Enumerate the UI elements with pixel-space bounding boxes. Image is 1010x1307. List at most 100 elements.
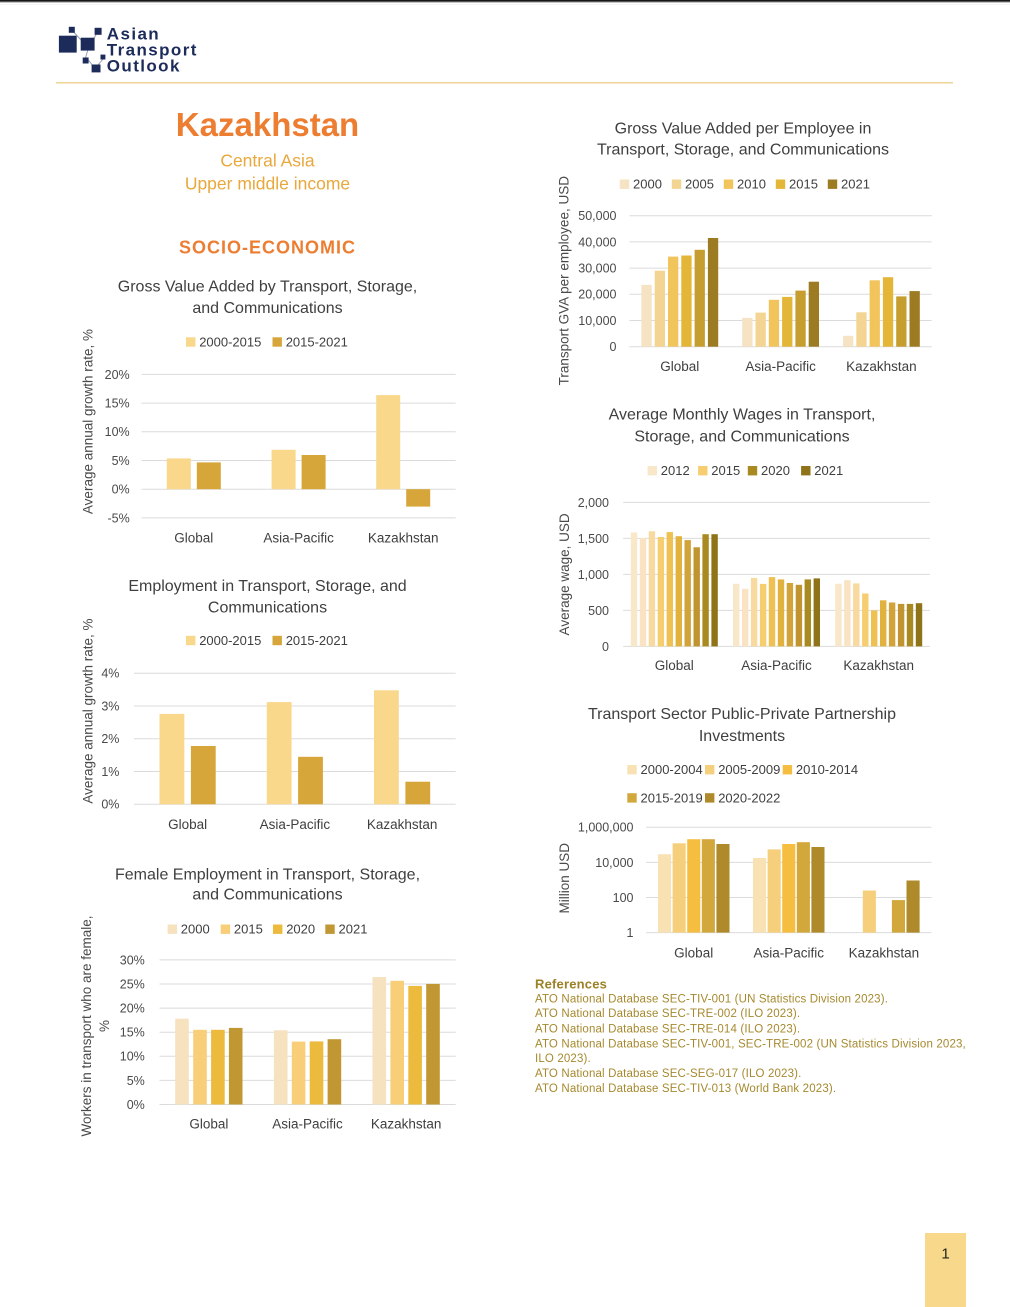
svg-text:Kazakhstan: Kazakhstan xyxy=(846,359,917,374)
svg-text:Asia-Pacific: Asia-Pacific xyxy=(745,359,816,374)
svg-text:10%: 10% xyxy=(120,1050,145,1064)
svg-text:2000: 2000 xyxy=(181,922,210,937)
svg-text:Employment in Transport, Stora: Employment in Transport, Storage, and xyxy=(128,578,406,595)
svg-text:2015: 2015 xyxy=(789,177,818,192)
svg-text:Kazakhstan: Kazakhstan xyxy=(367,817,438,832)
svg-text:References: References xyxy=(535,976,607,991)
svg-text:15%: 15% xyxy=(120,1026,145,1040)
svg-text:and Communications: and Communications xyxy=(192,887,342,904)
svg-text:%: % xyxy=(97,1020,112,1032)
svg-text:2000-2015: 2000-2015 xyxy=(199,633,261,648)
svg-text:40,000: 40,000 xyxy=(578,235,616,249)
svg-text:Workers in transport who are f: Workers in transport who are female, xyxy=(79,915,94,1136)
svg-text:0%: 0% xyxy=(112,483,130,497)
svg-text:Female Employment in Transport: Female Employment in Transport, Storage, xyxy=(115,867,420,884)
svg-text:2012: 2012 xyxy=(661,463,690,478)
svg-text:4%: 4% xyxy=(101,667,119,681)
svg-text:Investments: Investments xyxy=(699,728,785,745)
svg-text:1,500: 1,500 xyxy=(578,532,609,546)
svg-text:SOCIO-ECONOMIC: SOCIO-ECONOMIC xyxy=(179,238,356,258)
svg-text:ATO National Database SEC-SEG-: ATO National Database SEC-SEG-017 (ILO 2… xyxy=(535,1068,801,1080)
svg-text:1%: 1% xyxy=(101,765,119,779)
svg-text:Asia-Pacific: Asia-Pacific xyxy=(272,1117,343,1132)
svg-text:0: 0 xyxy=(610,340,617,354)
svg-text:and Communications: and Communications xyxy=(192,300,342,317)
svg-text:ATO National Database SEC-TIV-: ATO National Database SEC-TIV-001, SEC-T… xyxy=(535,1038,966,1050)
svg-text:2020: 2020 xyxy=(286,922,315,937)
svg-text:Communications: Communications xyxy=(208,600,327,617)
svg-text:100: 100 xyxy=(613,891,634,905)
svg-text:2021: 2021 xyxy=(814,463,843,478)
svg-text:2015-2019: 2015-2019 xyxy=(641,790,703,805)
svg-text:Asia-Pacific: Asia-Pacific xyxy=(741,658,812,673)
svg-text:25%: 25% xyxy=(120,977,145,991)
svg-text:2005-2009: 2005-2009 xyxy=(718,762,780,777)
svg-text:2015-2021: 2015-2021 xyxy=(286,633,348,648)
svg-text:20,000: 20,000 xyxy=(578,288,616,302)
svg-text:1: 1 xyxy=(627,926,634,940)
svg-text:2000: 2000 xyxy=(633,177,662,192)
svg-text:2021: 2021 xyxy=(841,177,870,192)
svg-text:ATO National Database SEC-TRE-: ATO National Database SEC-TRE-002 (ILO 2… xyxy=(535,1008,800,1020)
svg-text:10%: 10% xyxy=(105,425,130,439)
svg-text:20%: 20% xyxy=(105,368,130,382)
svg-text:Average wage, USD: Average wage, USD xyxy=(557,513,572,635)
svg-text:Outlook: Outlook xyxy=(107,56,181,75)
svg-text:2015-2021: 2015-2021 xyxy=(286,335,348,350)
svg-text:Million USD: Million USD xyxy=(557,843,572,914)
svg-text:Upper middle income: Upper middle income xyxy=(185,174,350,194)
svg-text:10,000: 10,000 xyxy=(578,314,616,328)
svg-text:0%: 0% xyxy=(101,798,119,812)
svg-text:50,000: 50,000 xyxy=(578,209,616,223)
svg-text:Central Asia: Central Asia xyxy=(220,151,315,171)
svg-text:2010-2014: 2010-2014 xyxy=(796,762,858,777)
svg-text:1,000: 1,000 xyxy=(578,568,609,582)
svg-text:Average annual growth rate, %: Average annual growth rate, % xyxy=(81,329,96,514)
svg-text:500: 500 xyxy=(588,604,609,618)
svg-text:Global: Global xyxy=(655,658,694,673)
svg-text:Average Monthly Wages in Trans: Average Monthly Wages in Transport, xyxy=(609,407,876,424)
svg-text:Global: Global xyxy=(674,946,713,961)
svg-text:30%: 30% xyxy=(120,953,145,967)
svg-text:Asia-Pacific: Asia-Pacific xyxy=(260,817,331,832)
svg-text:2020: 2020 xyxy=(761,463,790,478)
svg-text:Transport Sector Public-Privat: Transport Sector Public-Private Partners… xyxy=(588,706,896,723)
svg-text:Global: Global xyxy=(168,817,207,832)
svg-text:2,000: 2,000 xyxy=(578,496,609,510)
svg-text:2000-2015: 2000-2015 xyxy=(199,335,261,350)
svg-text:3%: 3% xyxy=(101,699,119,713)
svg-text:10,000: 10,000 xyxy=(595,856,633,870)
svg-text:0%: 0% xyxy=(127,1098,145,1112)
svg-text:15%: 15% xyxy=(105,397,130,411)
svg-text:Transport: Transport xyxy=(107,41,198,60)
svg-text:Global: Global xyxy=(174,531,213,546)
svg-text:Kazakhstan: Kazakhstan xyxy=(843,658,914,673)
svg-text:Kazakhstan: Kazakhstan xyxy=(849,946,920,961)
svg-text:2%: 2% xyxy=(101,732,119,746)
svg-text:2010: 2010 xyxy=(737,177,766,192)
svg-text:0: 0 xyxy=(602,640,609,654)
svg-text:Average annual growth rate, %: Average annual growth rate, % xyxy=(81,618,96,803)
svg-text:Kazakhstan: Kazakhstan xyxy=(371,1117,442,1132)
svg-text:30,000: 30,000 xyxy=(578,262,616,276)
svg-text:1,000,000: 1,000,000 xyxy=(578,821,634,835)
svg-text:Global: Global xyxy=(189,1117,228,1132)
svg-text:1: 1 xyxy=(941,1246,949,1263)
svg-text:Global: Global xyxy=(660,359,699,374)
svg-text:Storage, and Communications: Storage, and Communications xyxy=(634,429,849,446)
svg-text:-5%: -5% xyxy=(107,511,129,525)
svg-text:Kazakhstan: Kazakhstan xyxy=(368,531,439,546)
svg-text:Kazakhstan: Kazakhstan xyxy=(176,106,359,143)
svg-text:ATO National Database SEC-TIV-: ATO National Database SEC-TIV-013 (World… xyxy=(535,1083,836,1095)
svg-text:ATO National Database SEC-TIV-: ATO National Database SEC-TIV-001 (UN St… xyxy=(535,993,888,1005)
svg-text:Transport, Storage, and Commun: Transport, Storage, and Communications xyxy=(597,142,889,159)
svg-text:Gross Value Added by Transport: Gross Value Added by Transport, Storage, xyxy=(118,279,417,296)
svg-text:Gross Value Added per Employee: Gross Value Added per Employee in xyxy=(615,121,872,138)
svg-text:Asia-Pacific: Asia-Pacific xyxy=(263,531,334,546)
svg-text:2021: 2021 xyxy=(339,922,368,937)
svg-text:2015: 2015 xyxy=(711,463,740,478)
svg-text:5%: 5% xyxy=(112,454,130,468)
svg-text:Asia-Pacific: Asia-Pacific xyxy=(754,946,825,961)
svg-text:ATO National Database SEC-TRE-: ATO National Database SEC-TRE-014 (ILO 2… xyxy=(535,1024,800,1036)
svg-text:Transport GVA per employee, US: Transport GVA per employee, USD xyxy=(556,176,571,386)
